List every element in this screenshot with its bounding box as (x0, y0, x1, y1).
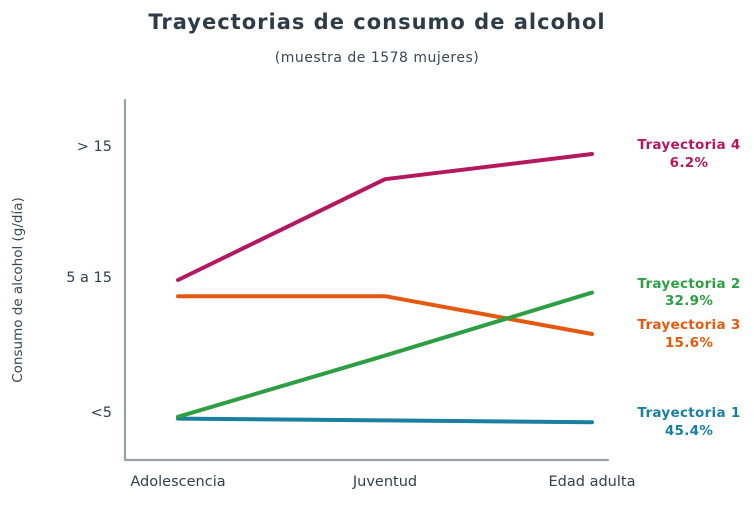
series-line-trayectoria-4 (176, 152, 594, 282)
series-line-trayectoria-2 (176, 290, 594, 419)
series-line-trayectoria-1 (176, 416, 594, 425)
chart-subtitle: (muestra de 1578 mujeres) (274, 50, 480, 66)
series-line-trayectoria-3 (176, 294, 594, 336)
chart-title: Trayectorias de consumo de alcohol (148, 10, 606, 34)
